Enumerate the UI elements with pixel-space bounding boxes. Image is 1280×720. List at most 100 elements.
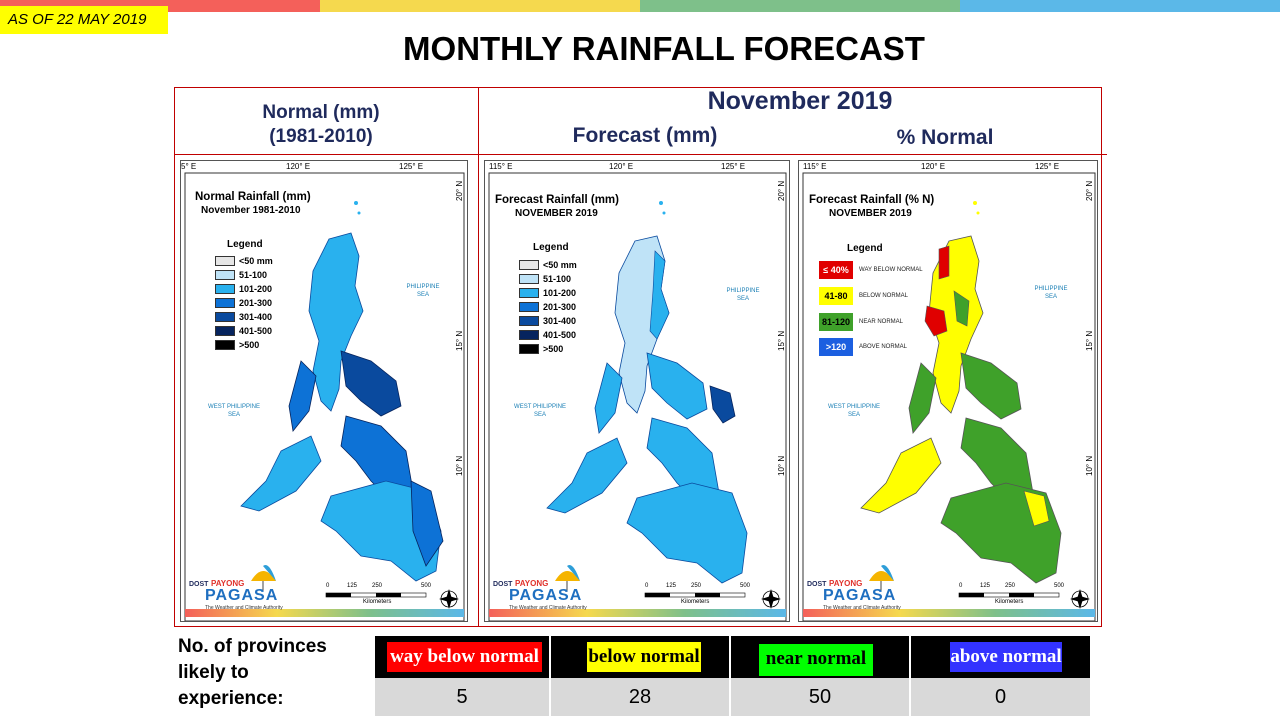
payong-label: PAYONG: [829, 579, 863, 588]
coord-top-2: 120° E: [286, 162, 311, 171]
legend-item: <50 mm: [215, 256, 273, 266]
pagasa-logo-text: PAGASA: [205, 587, 279, 604]
legend-swatch: [215, 270, 235, 280]
coord-top-3: 125° E: [399, 162, 424, 171]
legend-swatch: [215, 312, 235, 322]
dost-label: DOST: [189, 581, 209, 588]
legend-item: <50 mm: [519, 260, 577, 270]
legend-swatch: [215, 256, 235, 266]
provinces-table: way below normal below normal near norma…: [375, 636, 1090, 716]
pagasa-logo-text: PAGASA: [509, 587, 583, 604]
scale-unit: Kilometers: [995, 599, 1024, 605]
legend-label: 51-100: [543, 274, 572, 284]
provinces-label-line3: experience:: [178, 688, 284, 709]
legend-item: 201-300: [519, 302, 576, 312]
count-below-normal: 28: [628, 686, 652, 708]
legend-label: 101-200: [239, 284, 273, 294]
legend-swatch: [215, 298, 235, 308]
umbrella-logo-icon: [869, 565, 894, 591]
top-bar-segment-blue: [960, 0, 1280, 12]
scale-tick-0: 0: [645, 583, 649, 589]
legend-item: 401-500: [519, 330, 576, 340]
top-bar-segment-yellow: [320, 0, 640, 12]
legend-pct-box: >120: [819, 338, 853, 356]
compass-rose-icon: [1070, 589, 1090, 609]
map-title: Normal Rainfall (mm): [195, 191, 311, 203]
legend-swatch: [215, 340, 235, 350]
legend-title: Legend: [227, 239, 263, 250]
philippines-map-forecast: [546, 201, 748, 584]
legend-label: 301-400: [543, 316, 577, 326]
legend-swatch: [519, 330, 539, 340]
legend-swatch: [215, 284, 235, 294]
scale-tick-250: 250: [372, 583, 383, 589]
legend-swatch: [215, 326, 235, 336]
map-subtitle: NOVEMBER 2019: [515, 208, 598, 219]
provinces-label-line2: likely to: [178, 662, 249, 683]
table-header-divider: [549, 636, 551, 678]
map-frame: [802, 172, 1096, 621]
provinces-label: No. of provinces likely to experience:: [178, 634, 327, 712]
legend-swatch: [519, 344, 539, 354]
legend-item: 101-200: [519, 288, 576, 298]
table-value-divider: [909, 678, 911, 716]
legend-label: 201-300: [239, 298, 273, 308]
scale-bar: [325, 592, 427, 598]
umbrella-logo-icon: [555, 565, 580, 591]
map-normal-graphic: [184, 172, 465, 621]
category-above-normal: above normal: [950, 642, 1062, 672]
dost-label: DOST: [493, 581, 513, 588]
payong-label: PAYONG: [211, 579, 245, 588]
coord-top-2: 120° E: [921, 162, 946, 171]
legend-label: 201-300: [543, 302, 577, 312]
provinces-label-line1: No. of provinces: [178, 636, 327, 657]
scale-bar: [958, 592, 1060, 598]
legend-swatch: [519, 288, 539, 298]
top-bar-segment-green: [640, 0, 960, 12]
coord-side-3: 10° N: [455, 455, 464, 476]
scale-tick-125: 125: [980, 583, 991, 589]
scale-tick-125: 125: [347, 583, 358, 589]
page-title: MONTHLY RAINFALL FORECAST: [403, 30, 925, 67]
scale-bar: [644, 592, 746, 598]
coord-top-2: 120° E: [609, 162, 634, 171]
scale-unit: Kilometers: [363, 599, 392, 605]
map-panel-forecast: 115° E 120° E 125° E 20° N 15° N 10° N F…: [484, 160, 790, 622]
coord-side-2: 15° N: [455, 330, 464, 351]
map-title: Forecast Rainfall (% N): [809, 194, 935, 206]
map-frame: [184, 172, 465, 621]
table-header-divider: [729, 636, 731, 678]
legend-label: 401-500: [543, 330, 577, 340]
pagasa-tagline: The Weather and Climate Authority: [509, 605, 587, 611]
legend-pct-label: ABOVE NORMAL: [859, 344, 908, 350]
pagasa-tagline: The Weather and Climate Authority: [823, 605, 901, 611]
column-divider: [478, 88, 479, 626]
normal-header-line2: (1981-2010): [269, 126, 373, 147]
category-below-normal: below normal: [587, 642, 701, 672]
legend-label: 101-200: [543, 288, 577, 298]
compass-rose-icon: [761, 589, 781, 609]
legend-pct-box: 41-80: [819, 287, 853, 305]
legend-label: >500: [239, 340, 260, 350]
philippine-sea-label: PHILIPPINE SEA: [406, 284, 440, 298]
header-divider: [174, 154, 1107, 155]
legend-label: <50 mm: [239, 256, 273, 266]
west-philippine-sea-label: WEST PHILIPPINE SEA: [208, 404, 260, 418]
legend-label: >500: [543, 344, 564, 354]
legend-item: 51-100: [519, 274, 571, 284]
map-panel-normal: 5° E 120° E 125° E 20° N 15° N 10° N Nor…: [180, 160, 468, 622]
legend-item: 301-400: [519, 316, 576, 326]
coord-side-3: 10° N: [777, 455, 786, 476]
scale-tick-500: 500: [1054, 583, 1065, 589]
coord-top-1: 115° E: [489, 162, 513, 171]
coord-side-1: 20° N: [777, 180, 786, 201]
category-near-normal: near normal: [759, 644, 873, 676]
top-color-bar: [0, 0, 1280, 12]
scale-tick-125: 125: [666, 583, 677, 589]
coord-side-2: 15° N: [777, 330, 786, 351]
percent-normal-header: % Normal: [896, 126, 994, 149]
bottom-gradient-strip: [489, 609, 786, 617]
pagasa-logo-text: PAGASA: [823, 587, 897, 604]
legend-item: 301-400: [215, 312, 272, 322]
header-frame: [174, 87, 1102, 627]
